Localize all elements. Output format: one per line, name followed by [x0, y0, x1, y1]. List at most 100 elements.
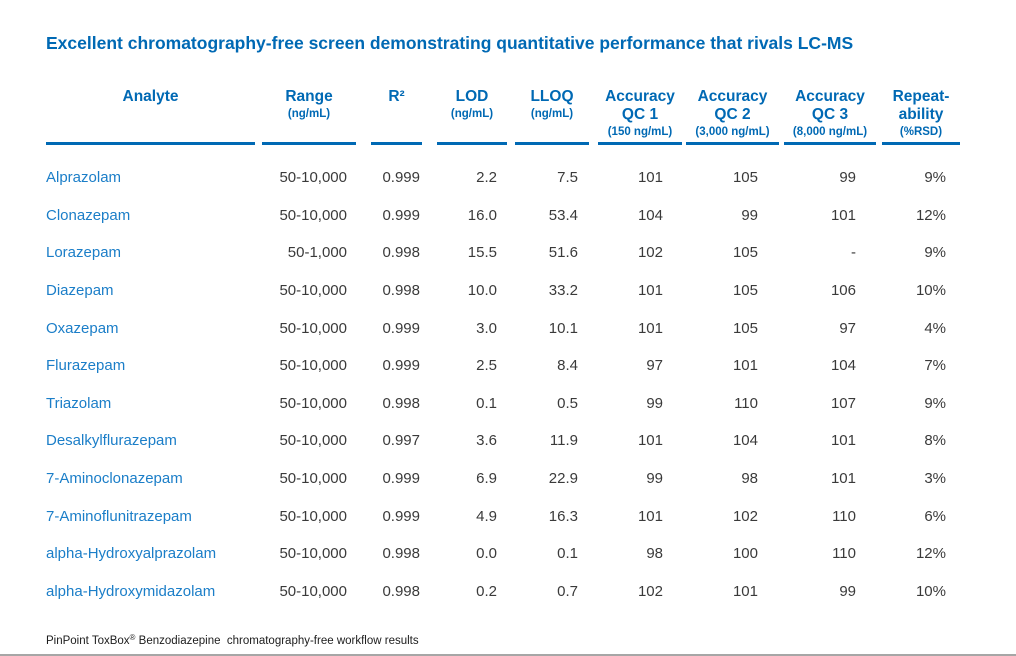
cell-lloq: 0.1 — [557, 545, 578, 563]
cell-qc1: 102 — [637, 582, 663, 600]
cell-qc2: 110 — [734, 394, 758, 412]
footnote: PinPoint ToxBox® Benzodiazepine chromato… — [46, 633, 1016, 647]
cell-analyte: Triazolam — [46, 394, 112, 412]
cell-lloq: 16.3 — [548, 507, 578, 525]
cell-r2: 0.999 — [382, 206, 420, 224]
cell-qc3: 97 — [839, 319, 856, 337]
cell-lloq: 22.9 — [548, 470, 578, 488]
column-sublabel: (ng/mL) — [287, 108, 331, 120]
cell-lod: 0.1 — [476, 394, 497, 412]
cell-lloq: 7.5 — [557, 169, 578, 187]
cell-qc3: 99 — [839, 582, 856, 600]
cell-qc3: 104 — [830, 357, 856, 375]
cell-qc2: 104 — [732, 432, 758, 450]
cell-rsd: 8% — [924, 432, 946, 450]
cell-qc1: 102 — [637, 244, 663, 262]
cell-lod: 0.2 — [476, 582, 497, 600]
cell-qc2: 101 — [732, 357, 758, 375]
cell-qc2: 100 — [732, 545, 758, 563]
cell-qc2: 105 — [732, 169, 758, 187]
cell-analyte: Alprazolam — [46, 169, 122, 187]
column-sublabel: (150 ng/mL) — [607, 126, 673, 138]
cell-lod: 2.2 — [476, 169, 497, 187]
cell-range: 50-10,000 — [279, 507, 347, 525]
cell-qc1: 101 — [637, 169, 663, 187]
column-header-range: Range (ng/mL) — [262, 88, 356, 145]
cell-r2: 0.997 — [382, 432, 420, 450]
cell-range: 50-10,000 — [279, 169, 347, 187]
cell-rsd: 6% — [924, 507, 946, 525]
cell-qc3: 110 — [832, 507, 856, 525]
column-sublabel: (ng/mL) — [530, 108, 574, 120]
footnote-text: Benzodiazepine chromatography-free workf… — [135, 635, 419, 648]
footnote-brand: PinPoint ToxBox — [46, 635, 130, 648]
cell-qc2: 105 — [732, 282, 758, 300]
cell-analyte: Lorazepam — [46, 244, 122, 262]
cell-analyte: Clonazepam — [46, 206, 131, 224]
column-label: Accuracy QC 2 — [697, 88, 768, 123]
cell-analyte: Flurazepam — [46, 357, 126, 375]
cell-lod: 0.0 — [476, 545, 497, 563]
column-header-lloq: LLOQ (ng/mL) — [515, 88, 589, 145]
cell-range: 50-10,000 — [279, 206, 347, 224]
cell-range: 50-10,000 — [279, 394, 347, 412]
cell-qc2: 99 — [741, 206, 758, 224]
cell-rsd: 4% — [924, 319, 946, 337]
cell-lod: 15.5 — [467, 244, 497, 262]
cell-r2: 0.999 — [382, 357, 420, 375]
cell-qc2: 102 — [732, 507, 758, 525]
cell-qc1: 101 — [637, 432, 663, 450]
column-label: LOD — [455, 88, 489, 105]
cell-qc3: 101 — [830, 206, 856, 224]
cell-range: 50-10,000 — [279, 282, 347, 300]
cell-range: 50-1,000 — [287, 244, 347, 262]
column-label: Analyte — [122, 88, 179, 105]
cell-analyte: alpha-Hydroxymidazolam — [46, 582, 216, 600]
column-header-analyte: Analyte — [46, 88, 255, 145]
cell-qc1: 101 — [637, 319, 663, 337]
column-sublabel: (%RSD) — [899, 126, 943, 138]
column-label: Repeat- ability — [892, 88, 950, 123]
cell-range: 50-10,000 — [279, 319, 347, 337]
cell-analyte: Oxazepam — [46, 319, 119, 337]
cell-r2: 0.999 — [382, 470, 420, 488]
page-title: Excellent chromatography-free screen dem… — [46, 33, 854, 53]
cell-r2: 0.998 — [382, 545, 420, 563]
column-sublabel: (ng/mL) — [450, 108, 494, 120]
cell-qc2: 101 — [732, 582, 758, 600]
bottom-divider — [0, 654, 1016, 656]
cell-rsd: 9% — [924, 169, 946, 187]
cell-analyte: 7-Aminoflunitrazepam — [46, 507, 192, 525]
cell-lloq: 10.1 — [548, 319, 578, 337]
cell-lloq: 8.4 — [557, 357, 578, 375]
cell-rsd: 7% — [924, 357, 946, 375]
cell-qc3: 110 — [832, 545, 856, 563]
cell-r2: 0.998 — [382, 582, 420, 600]
cell-lod: 3.6 — [476, 432, 497, 450]
column-label: Accuracy QC 3 — [795, 88, 865, 123]
cell-lloq: 11.9 — [549, 432, 578, 450]
cell-range: 50-10,000 — [279, 545, 347, 563]
cell-qc1: 98 — [646, 545, 663, 563]
cell-r2: 0.998 — [382, 282, 420, 300]
column-header-r2: R² — [371, 88, 422, 145]
cell-r2: 0.999 — [382, 507, 420, 525]
cell-rsd: 12% — [915, 545, 946, 563]
cell-rsd: 9% — [924, 244, 946, 262]
column-label: Accuracy QC 1 — [605, 88, 675, 123]
cell-qc1: 104 — [637, 206, 663, 224]
cell-range: 50-10,000 — [279, 357, 347, 375]
cell-qc1: 99 — [646, 470, 663, 488]
column-sublabel: (8,000 ng/mL) — [792, 126, 868, 138]
cell-rsd: 10% — [915, 582, 946, 600]
cell-range: 50-10,000 — [279, 470, 347, 488]
column-label: LLOQ — [530, 88, 574, 105]
column-label: R² — [388, 88, 405, 105]
cell-qc3: 101 — [830, 432, 856, 450]
cell-lod: 2.5 — [476, 357, 497, 375]
cell-lloq: 51.6 — [548, 244, 578, 262]
cell-range: 50-10,000 — [279, 582, 347, 600]
cell-lloq: 0.7 — [557, 582, 578, 600]
cell-qc1: 97 — [646, 357, 663, 375]
